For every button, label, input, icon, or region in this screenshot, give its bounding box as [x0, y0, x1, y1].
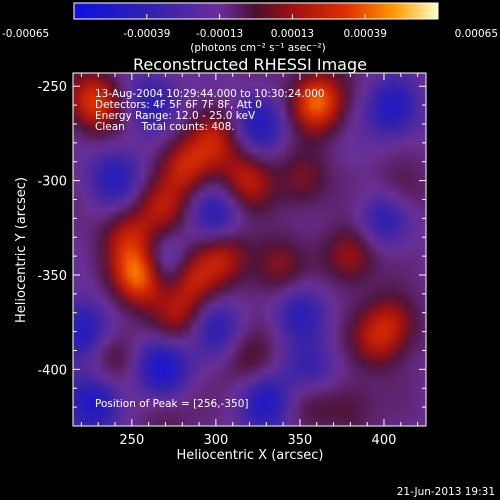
y-tick-label: -350: [37, 269, 67, 284]
colorbar-tick-label: -0.00039: [123, 28, 170, 40]
x-axis: 250 300 350 400: [80, 73, 419, 448]
x-axis-label: Heliocentric X (arcsec): [177, 448, 324, 463]
annotation-block: 13-Aug-2004 10:29:44.000 to 10:30:24.000…: [95, 88, 325, 133]
heatmap-image: [73, 73, 426, 426]
colorbar-ticks: -0.00065 -0.00039 -0.00013 0.00013 0.00039 0.…: [2, 14, 498, 40]
y-axis: -250 -300 -350 -400: [37, 80, 426, 427]
chart-title: Reconstructed RHESSI Image: [133, 55, 367, 74]
colorbar-frame: [73, 2, 439, 20]
annotation-detectors: Detectors: 4F 5F 6F 7F 8F, Att 0: [95, 99, 262, 111]
colorbar-tick-label: -0.00065: [2, 28, 49, 40]
x-tick-label: 400: [372, 433, 397, 448]
heatmap-area: [73, 73, 426, 426]
y-tick-label: -300: [37, 175, 67, 190]
x-tick-label: 300: [203, 433, 228, 448]
footer-timestamp: 21-Jun-2013 19:31: [397, 486, 495, 498]
y-axis-label: Heliocentric Y (arcsec): [14, 177, 29, 323]
colorbar-tick-label: 0.00039: [343, 28, 386, 40]
x-tick-label: 250: [119, 433, 144, 448]
colorbar-unit-label: (photons cm⁻² s⁻¹ asec⁻²): [190, 42, 325, 54]
x-tick-label: 350: [288, 433, 313, 448]
colorbar-tick-label: 0.00013: [271, 28, 314, 40]
colorbar-tick-label: -0.00013: [196, 28, 243, 40]
colorbar-bar: [74, 3, 438, 19]
colorbar-tick-label: 0.00065: [455, 28, 498, 40]
peak-position-label: Position of Peak = [256,-350]: [95, 398, 249, 410]
y-tick-label: -400: [37, 363, 67, 378]
annotation-energy-range: Energy Range: 12.0 - 25.0 keV: [95, 110, 256, 122]
annotation-clean-counts: Clean Total counts: 408.: [95, 121, 235, 133]
annotation-time-range: 13-Aug-2004 10:29:44.000 to 10:30:24.000: [95, 88, 325, 100]
colorbar: -0.00065 -0.00039 -0.00013 0.00013 0.00039 0.…: [2, 2, 498, 54]
y-tick-label: -250: [37, 80, 67, 95]
